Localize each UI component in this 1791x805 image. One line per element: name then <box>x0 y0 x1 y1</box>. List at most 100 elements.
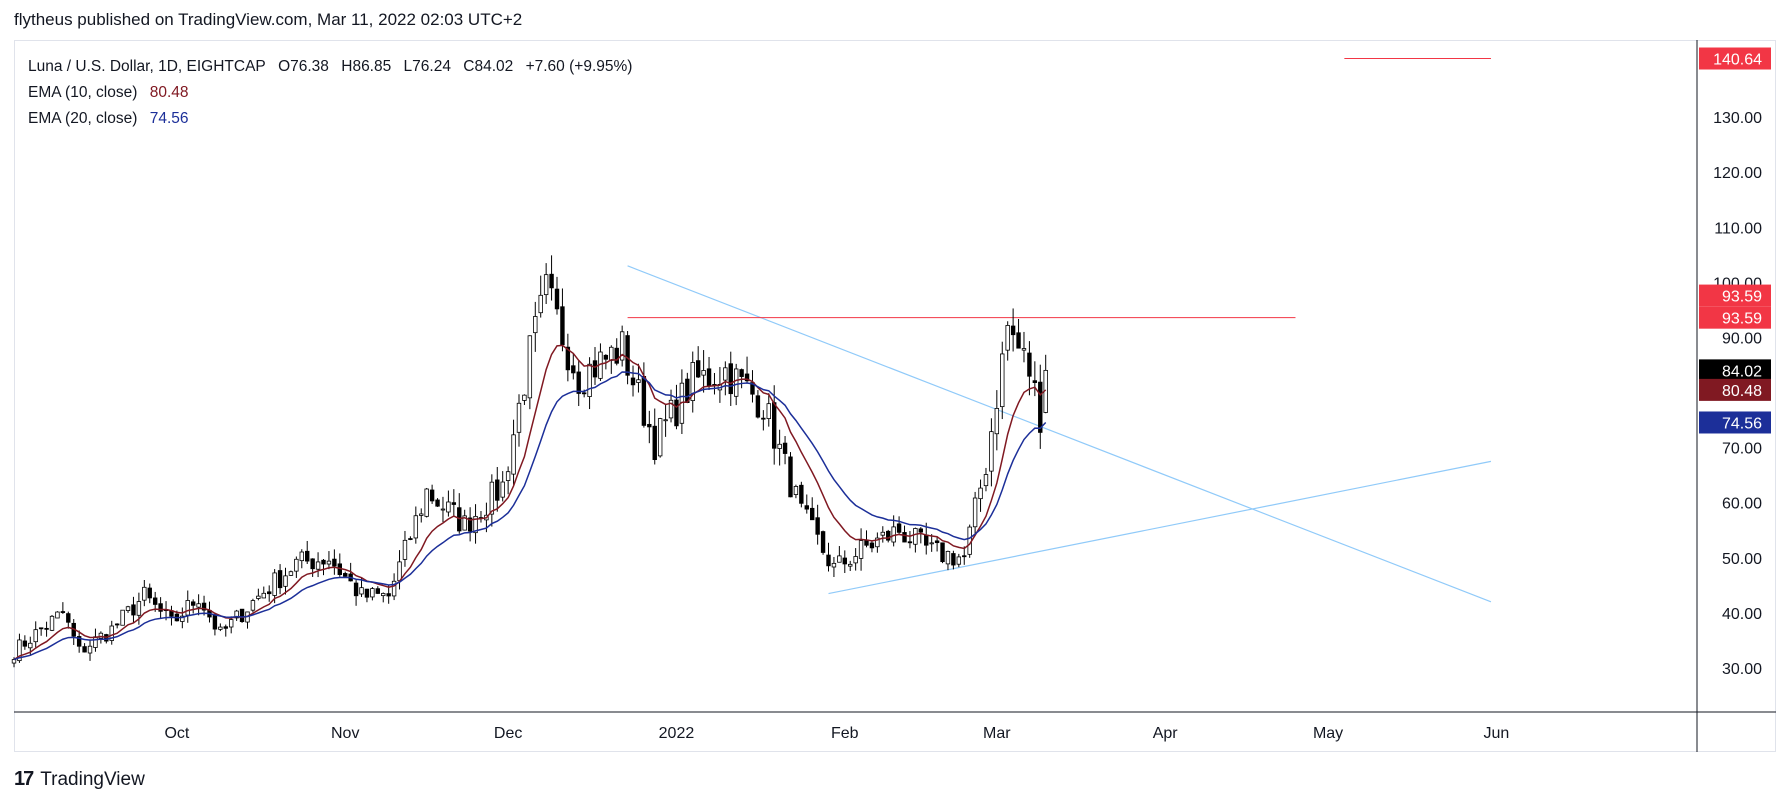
candle <box>619 325 625 367</box>
candle <box>267 585 272 602</box>
x-tick-label: Feb <box>831 725 859 742</box>
candle <box>907 531 913 549</box>
candle <box>831 557 837 578</box>
candle-down <box>147 587 152 599</box>
candle-down <box>429 489 435 502</box>
candle <box>571 353 576 380</box>
candle <box>60 602 66 614</box>
candle <box>288 570 294 576</box>
candle-down <box>951 553 956 566</box>
candle <box>929 534 934 552</box>
candle-up <box>462 515 467 531</box>
candle-up <box>848 563 853 567</box>
chart-frame[interactable] <box>14 40 1776 752</box>
candle <box>592 347 598 385</box>
candle <box>98 631 104 644</box>
candle-down <box>76 636 82 647</box>
candle-up <box>543 274 549 296</box>
symbol-label[interactable]: Luna / U.S. Dollar, 1D, EIGHTCAP <box>28 58 266 75</box>
candle-down <box>44 627 49 630</box>
candle-up <box>402 539 408 560</box>
candle <box>804 494 809 514</box>
candle-up <box>142 586 147 601</box>
close-value: C84.02 <box>463 58 514 75</box>
candle-down <box>625 335 630 376</box>
candle-up <box>663 419 668 422</box>
candle-down <box>782 442 788 454</box>
candle <box>256 588 261 601</box>
candle-up <box>489 481 495 515</box>
candle <box>614 338 619 366</box>
candle-up <box>522 394 527 401</box>
candle-up <box>33 629 38 643</box>
candle <box>446 490 451 517</box>
candle-up <box>690 362 695 401</box>
candle-up <box>1005 325 1010 351</box>
candle-up <box>533 316 538 334</box>
chart-legend: Luna / U.S. Dollar, 1D, EIGHTCAP O76.38 … <box>28 54 640 132</box>
candle <box>305 540 310 565</box>
candle <box>207 601 212 623</box>
y-tick-label: 110.00 <box>1714 220 1762 237</box>
tradingview-brand: TradingView <box>40 768 145 790</box>
legend-ema10-row[interactable]: EMA (10, close) 80.48 <box>28 80 640 106</box>
candle <box>435 498 440 507</box>
candle <box>1043 354 1048 414</box>
candle <box>576 360 581 407</box>
candle-down <box>554 288 560 310</box>
candle-up <box>294 558 299 572</box>
candle <box>701 350 706 393</box>
candle-down <box>1027 352 1032 377</box>
candle-down <box>364 588 370 598</box>
candle <box>533 301 538 352</box>
candle-down <box>451 502 457 505</box>
candle <box>71 619 76 645</box>
candle <box>245 611 250 629</box>
x-tick-label: 2022 <box>659 725 695 742</box>
candle <box>777 429 782 466</box>
candle <box>1016 319 1021 349</box>
candle-down <box>739 369 744 377</box>
candle-down <box>223 626 228 629</box>
candle <box>978 479 983 512</box>
candle <box>375 586 381 595</box>
candle <box>82 643 87 653</box>
candle-up <box>978 487 983 500</box>
candle <box>1032 361 1038 397</box>
y-tick-label: 60.00 <box>1722 496 1762 513</box>
candle <box>114 623 120 629</box>
candle-down <box>647 423 652 428</box>
candle <box>685 372 690 404</box>
candle-down <box>408 538 413 540</box>
candle-down <box>60 611 66 613</box>
candle <box>505 466 511 495</box>
candle <box>1010 308 1016 352</box>
price-tag-label: 93.59 <box>1722 311 1762 328</box>
candle <box>793 484 799 499</box>
candle <box>983 467 989 492</box>
tradingview-logo[interactable]: 17 TradingView <box>14 768 145 791</box>
candle <box>647 410 652 444</box>
candle-up <box>446 501 451 513</box>
candle-down <box>305 550 310 562</box>
y-tick-label: 30.00 <box>1722 661 1762 678</box>
candle-down <box>467 517 473 532</box>
candle-up <box>880 531 885 536</box>
candle-down <box>435 499 440 507</box>
candle <box>511 419 516 485</box>
y-tick-label: 120.00 <box>1713 165 1762 182</box>
candle-down <box>820 531 826 553</box>
candle-down <box>1010 325 1016 336</box>
candle <box>66 611 71 629</box>
candle <box>712 372 717 395</box>
tag-ema10: 80.48 <box>1699 378 1771 401</box>
candle-down <box>152 597 158 605</box>
legend-ema20-row[interactable]: EMA (20, close) 74.56 <box>28 106 640 132</box>
price-tag-bg <box>1699 284 1771 307</box>
candle-down <box>495 479 500 501</box>
candle <box>147 583 152 604</box>
candle-down <box>375 588 381 594</box>
candle <box>848 560 853 572</box>
candle-down <box>755 395 761 418</box>
